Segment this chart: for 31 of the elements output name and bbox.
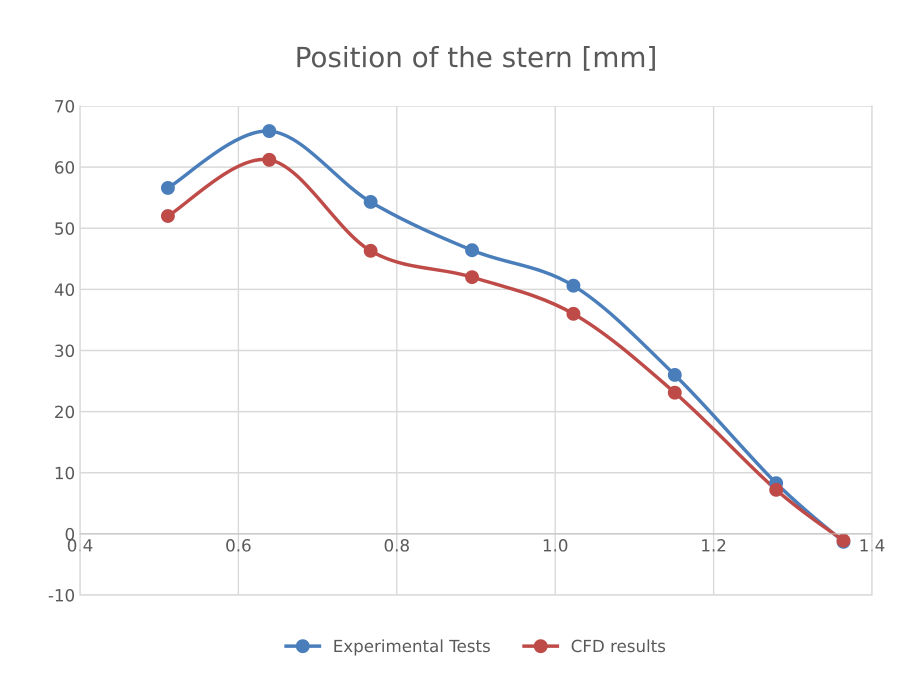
y-tick-label: 60 xyxy=(55,161,74,174)
legend-label: Experimental Tests xyxy=(334,639,490,656)
point xyxy=(566,278,580,293)
x-tick-label: 1.2 xyxy=(702,539,726,552)
point xyxy=(364,244,378,258)
legend-label: CFD results xyxy=(572,639,666,652)
chart-title: Position of the stern [mm] xyxy=(297,46,655,71)
point xyxy=(465,270,479,284)
point xyxy=(364,195,378,209)
x-tick-label: 0.4 xyxy=(68,539,92,552)
point xyxy=(160,209,175,223)
point xyxy=(566,306,580,321)
point xyxy=(160,180,175,195)
y-tick-label: 50 xyxy=(55,222,74,235)
x-tick-label: 1.4 xyxy=(860,539,884,552)
y-tick-label: 20 xyxy=(55,406,74,418)
point xyxy=(668,368,682,382)
point xyxy=(668,386,682,400)
point xyxy=(262,152,276,167)
y-tick-label: 0 xyxy=(66,528,74,540)
y-tick-label: 70 xyxy=(55,100,74,113)
point xyxy=(262,124,276,138)
x-tick-label: 0.8 xyxy=(384,539,409,552)
y-tick-label: 30 xyxy=(55,344,74,358)
y-tick-label: 10 xyxy=(56,466,74,480)
x-tick-label: 0.6 xyxy=(226,539,251,552)
x-tick-label: 1.0 xyxy=(544,539,568,552)
y-tick-label: -10 xyxy=(48,588,74,602)
point xyxy=(769,482,784,497)
point xyxy=(465,243,479,258)
y-tick-label: 40 xyxy=(54,283,74,296)
